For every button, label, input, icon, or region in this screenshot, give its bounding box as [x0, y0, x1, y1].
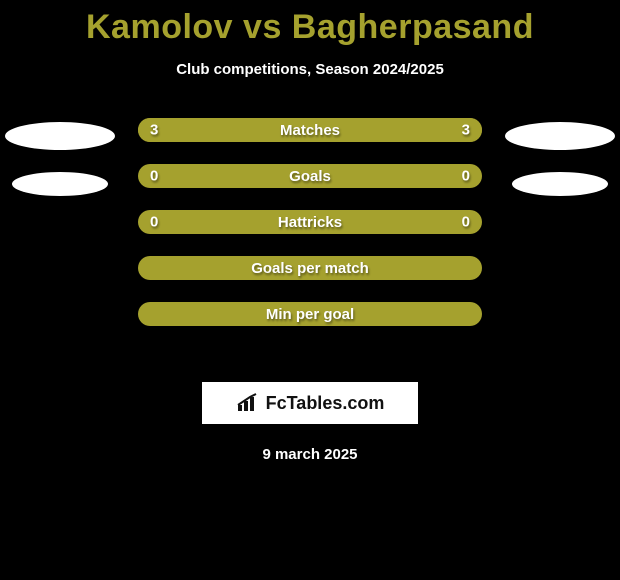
- left-marker-1: [5, 122, 115, 150]
- date-label: 9 march 2025: [0, 446, 620, 463]
- stat-bar: 0 0 Goals: [138, 164, 482, 188]
- right-markers: [500, 118, 620, 196]
- stat-bar: 0 0 Hattricks: [138, 210, 482, 234]
- stat-value-right: 0: [462, 168, 470, 185]
- right-marker-1: [505, 122, 615, 150]
- stat-value-right: 3: [462, 122, 470, 139]
- bars-icon: [236, 393, 260, 413]
- left-markers: [0, 118, 120, 196]
- stats-area: 3 3 Matches 0 0 Goals 0 0 Hattricks Goals per mat…: [0, 118, 620, 358]
- stat-value-left: 0: [150, 214, 158, 231]
- stat-value-right: 0: [462, 214, 470, 231]
- stat-bar: Goals per match: [138, 256, 482, 280]
- stat-value-left: 3: [150, 122, 158, 139]
- stat-label: Goals per match: [251, 260, 369, 277]
- left-marker-2: [12, 172, 108, 196]
- stat-bar: Min per goal: [138, 302, 482, 326]
- page-subtitle: Club competitions, Season 2024/2025: [0, 61, 620, 78]
- comparison-infographic: Kamolov vs Bagherpasand Club competition…: [0, 0, 620, 580]
- branding-text: FcTables.com: [266, 393, 385, 414]
- stat-label: Min per goal: [266, 306, 354, 323]
- stat-bars: 3 3 Matches 0 0 Goals 0 0 Hattricks Goals per mat…: [138, 118, 482, 326]
- page-title: Kamolov vs Bagherpasand: [0, 0, 620, 47]
- stat-bar: 3 3 Matches: [138, 118, 482, 142]
- stat-label: Matches: [280, 122, 340, 139]
- branding-badge: FcTables.com: [202, 382, 418, 424]
- stat-label: Goals: [289, 168, 331, 185]
- right-marker-2: [512, 172, 608, 196]
- stat-value-left: 0: [150, 168, 158, 185]
- stat-label: Hattricks: [278, 214, 342, 231]
